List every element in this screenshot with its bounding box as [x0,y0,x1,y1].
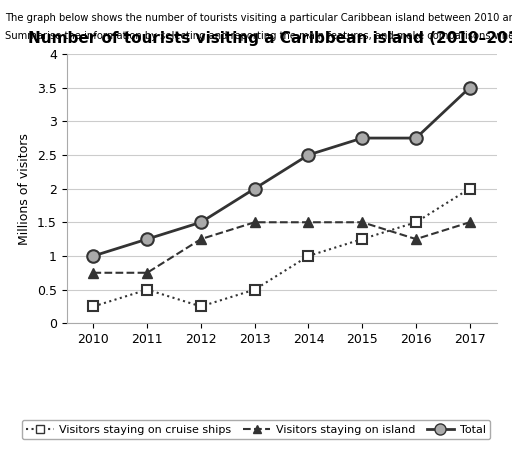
Text: Summarise the information by selecting and reporting the main features, and make: Summarise the information by selecting a… [5,31,512,41]
Legend: Visitors staying on cruise ships, Visitors staying on island, Total: Visitors staying on cruise ships, Visito… [22,420,490,439]
Title: Number of tourists visiting a Caribbean island (2010–2017): Number of tourists visiting a Caribbean … [28,31,512,46]
Text: The graph below shows the number of tourists visiting a particular Caribbean isl: The graph below shows the number of tour… [5,13,512,23]
Y-axis label: Millions of visitors: Millions of visitors [18,132,31,245]
